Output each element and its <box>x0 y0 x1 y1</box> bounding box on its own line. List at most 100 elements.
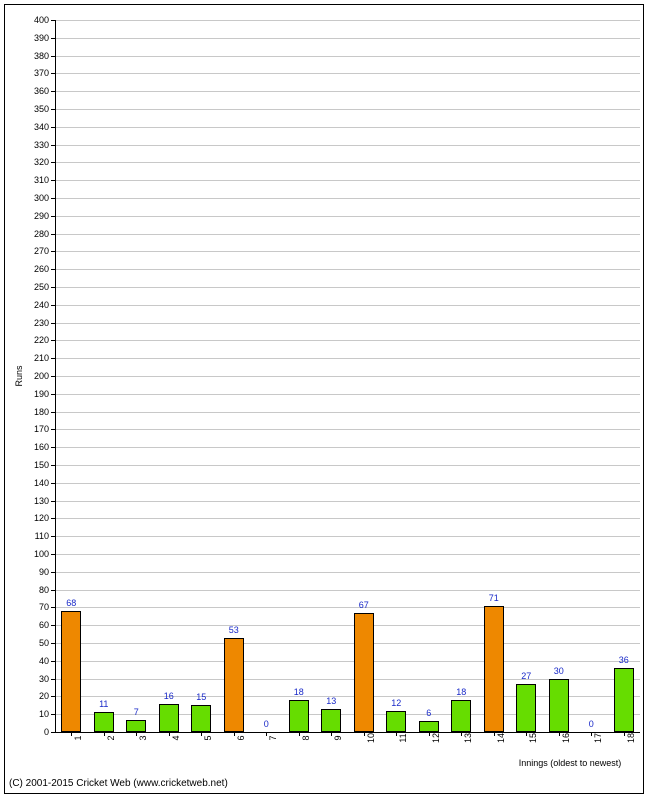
y-tick-label: 380 <box>5 51 49 61</box>
y-tick-label: 320 <box>5 157 49 167</box>
gridline <box>55 483 640 484</box>
plot-area <box>55 20 640 732</box>
gridline <box>55 643 640 644</box>
gridline <box>55 590 640 591</box>
x-tick-label: 7 <box>266 735 278 740</box>
bar <box>224 638 244 732</box>
y-tick-label: 130 <box>5 496 49 506</box>
y-axis-title: Runs <box>14 365 24 386</box>
y-tick-label: 60 <box>5 620 49 630</box>
y-tick-label: 240 <box>5 300 49 310</box>
y-tick-label: 20 <box>5 691 49 701</box>
y-tick-label: 50 <box>5 638 49 648</box>
bar-value-label: 16 <box>164 691 174 701</box>
chart-frame: (C) 2001-2015 Cricket Web (www.cricketwe… <box>4 4 644 794</box>
y-tick-label: 170 <box>5 424 49 434</box>
x-tick-label: 15 <box>526 733 538 743</box>
y-tick-label: 10 <box>5 709 49 719</box>
bar-value-label: 27 <box>521 671 531 681</box>
gridline <box>55 412 640 413</box>
y-tick-label: 150 <box>5 460 49 470</box>
x-tick-label: 3 <box>136 735 148 740</box>
gridline <box>55 358 640 359</box>
y-tick-label: 160 <box>5 442 49 452</box>
bar <box>191 705 211 732</box>
y-axis-line <box>55 20 56 732</box>
gridline <box>55 91 640 92</box>
gridline <box>55 447 640 448</box>
y-tick-label: 250 <box>5 282 49 292</box>
x-tick-label: 11 <box>396 733 408 742</box>
bar-value-label: 18 <box>456 687 466 697</box>
gridline <box>55 625 640 626</box>
gridline <box>55 501 640 502</box>
gridline <box>55 554 640 555</box>
y-tick-label: 330 <box>5 140 49 150</box>
y-tick-label: 270 <box>5 246 49 256</box>
y-tick-label: 220 <box>5 335 49 345</box>
gridline <box>55 234 640 235</box>
bar-value-label: 11 <box>99 699 108 709</box>
x-tick-label: 16 <box>559 733 571 743</box>
bar-value-label: 30 <box>554 666 564 676</box>
y-tick-label: 230 <box>5 318 49 328</box>
gridline <box>55 180 640 181</box>
y-tick-label: 40 <box>5 656 49 666</box>
gridline <box>55 376 640 377</box>
bar-value-label: 15 <box>196 692 206 702</box>
x-tick-label: 12 <box>429 733 441 743</box>
y-tick-label: 200 <box>5 371 49 381</box>
gridline <box>55 216 640 217</box>
y-tick-label: 100 <box>5 549 49 559</box>
bar <box>451 700 471 732</box>
bar-value-label: 6 <box>426 708 431 718</box>
gridline <box>55 429 640 430</box>
y-tick-label: 340 <box>5 122 49 132</box>
y-tick-label: 370 <box>5 68 49 78</box>
x-tick-label: 1 <box>71 735 83 740</box>
x-tick-label: 10 <box>364 733 376 743</box>
y-tick-label: 260 <box>5 264 49 274</box>
y-tick-label: 360 <box>5 86 49 96</box>
bar <box>354 613 374 732</box>
gridline <box>55 572 640 573</box>
bar <box>614 668 634 732</box>
y-tick-label: 90 <box>5 567 49 577</box>
x-tick-label: 17 <box>591 733 603 743</box>
bar <box>126 720 146 732</box>
gridline <box>55 20 640 21</box>
bar <box>321 709 341 732</box>
y-tick-label: 300 <box>5 193 49 203</box>
x-tick-label: 8 <box>299 735 311 740</box>
gridline <box>55 251 640 252</box>
footer-text: (C) 2001-2015 Cricket Web (www.cricketwe… <box>9 778 228 789</box>
bar-value-label: 13 <box>326 696 336 706</box>
gridline <box>55 661 640 662</box>
y-tick-label: 30 <box>5 674 49 684</box>
bar <box>549 679 569 732</box>
gridline <box>55 305 640 306</box>
y-tick-label: 350 <box>5 104 49 114</box>
bar <box>484 606 504 732</box>
gridline <box>55 198 640 199</box>
bar <box>61 611 81 732</box>
gridline <box>55 536 640 537</box>
bar <box>419 721 439 732</box>
gridline <box>55 38 640 39</box>
x-axis-line <box>55 732 640 733</box>
gridline <box>55 269 640 270</box>
gridline <box>55 394 640 395</box>
y-tick-label: 110 <box>5 531 49 541</box>
gridline <box>55 162 640 163</box>
bar <box>516 684 536 732</box>
bar-value-label: 53 <box>229 625 239 635</box>
x-tick-label: 4 <box>169 735 181 740</box>
bar-value-label: 7 <box>134 707 139 717</box>
y-tick-label: 290 <box>5 211 49 221</box>
bar-value-label: 67 <box>359 600 369 610</box>
gridline <box>55 127 640 128</box>
y-tick-label: 400 <box>5 15 49 25</box>
x-axis-title: Innings (oldest to newest) <box>519 758 622 768</box>
bar <box>386 711 406 732</box>
gridline <box>55 607 640 608</box>
